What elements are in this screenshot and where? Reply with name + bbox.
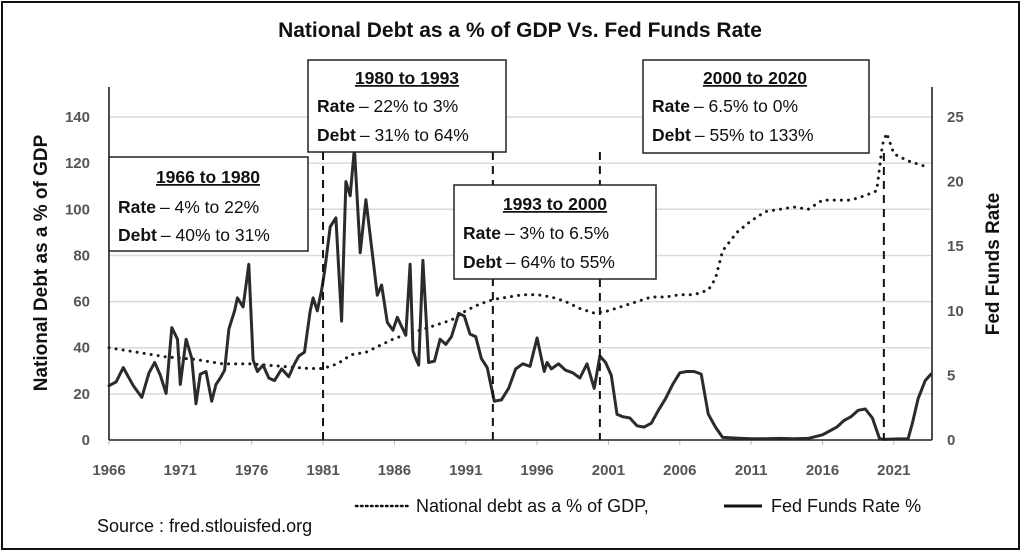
x-tick-label: 1996 <box>520 462 553 479</box>
y2-tick-label: 20 <box>947 174 964 191</box>
rate-text: – 4% to 22% <box>160 197 259 217</box>
series-line-fed-funds-rate <box>107 146 933 441</box>
legend-label-debt: National debt as a % of GDP, <box>416 496 649 516</box>
y-axis-ticks: 0 20 40 60 80 100 120 140 <box>65 109 90 449</box>
rate-text: – 3% to 6.5% <box>505 223 609 243</box>
y-tick-label: 40 <box>73 340 90 357</box>
annotation-heading: 1993 to 2000 <box>503 194 607 214</box>
y2-tick-label: 0 <box>947 432 955 449</box>
annotation-heading: 2000 to 2020 <box>703 68 807 88</box>
x-tick-label: 1986 <box>378 462 411 479</box>
rate-text: – 6.5% to 0% <box>694 96 798 116</box>
debt-label: Debt <box>652 125 691 145</box>
y-tick-label: 120 <box>65 155 90 172</box>
svg-text:Debt– 64% to 55%: Debt – 64% to 55% <box>463 252 615 272</box>
source-note: Source : fred.stlouisfed.org <box>97 516 312 536</box>
annotation-heading: 1980 to 1993 <box>355 68 459 88</box>
legend: National debt as a % of GDP, Fed Funds R… <box>354 496 921 516</box>
debt-label: Debt <box>317 125 356 145</box>
x-tick-label: 1991 <box>449 462 482 479</box>
rate-label: Rate <box>317 96 355 116</box>
x-tick-label: 1981 <box>306 462 339 479</box>
rate-label: Rate <box>463 223 501 243</box>
debt-text: – 64% to 55% <box>506 252 615 272</box>
x-tick-label: 1971 <box>164 462 197 479</box>
series-layer <box>107 131 933 441</box>
x-tick-label: 2006 <box>663 462 696 479</box>
annotation-1993-2000: 1993 to 2000 Rate – 3% to 6.5% Debt – 64% … <box>453 184 657 280</box>
x-tick-label: 2001 <box>592 462 625 479</box>
x-tick-label: 2021 <box>877 462 910 479</box>
svg-text:Rate– 6.5% to 0%: Rate – 6.5% to 0% <box>652 96 798 116</box>
legend-label-rate: Fed Funds Rate % <box>771 496 921 516</box>
y-tick-label: 60 <box>73 294 90 311</box>
y-tick-label: 80 <box>73 247 90 264</box>
annotation-1980-1993: 1980 to 1993 Rate – 22% to 3% Debt – 31% t… <box>307 59 507 153</box>
y-tick-label: 100 <box>65 201 90 218</box>
rate-label: Rate <box>652 96 690 116</box>
x-tick-label: 1976 <box>235 462 268 479</box>
svg-text:Rate– 3% to 6.5%: Rate – 3% to 6.5% <box>463 223 609 243</box>
annotation-heading: 1966 to 1980 <box>156 167 260 187</box>
svg-text:Rate– 4% to 22%: Rate – 4% to 22% <box>118 197 259 217</box>
svg-text:Debt– 31% to 64%: Debt – 31% to 64% <box>317 125 469 145</box>
rate-label: Rate <box>118 197 156 217</box>
debt-label: Debt <box>463 252 502 272</box>
annotation-1966-1980: 1966 to 1980 Rate – 4% to 22% Debt – 40% t… <box>108 156 309 252</box>
x-axis-ticks: 1966 1971 1976 1981 1986 1991 1996 2001 2006 2011… <box>92 440 911 479</box>
annotation-2000-2020: 2000 to 2020 Rate – 6.5% to 0% Debt – 55% … <box>642 59 870 154</box>
rate-text: – 22% to 3% <box>359 96 458 116</box>
y-tick-label: 20 <box>73 386 90 403</box>
svg-text:Debt– 40% to 31%: Debt – 40% to 31% <box>118 225 270 245</box>
debt-label: Debt <box>118 225 157 245</box>
y2-tick-label: 15 <box>947 238 964 255</box>
svg-text:Debt– 55% to 133%: Debt – 55% to 133% <box>652 125 814 145</box>
debt-text: – 40% to 31% <box>161 225 270 245</box>
y2-tick-label: 10 <box>947 303 964 320</box>
debt-text: – 55% to 133% <box>695 125 814 145</box>
series-line-national-debt <box>107 131 931 370</box>
x-tick-label: 1966 <box>92 462 125 479</box>
y-tick-label: 0 <box>82 432 90 449</box>
y2-tick-label: 25 <box>947 109 964 126</box>
debt-text: – 31% to 64% <box>360 125 469 145</box>
y2-tick-label: 5 <box>947 367 955 384</box>
y-tick-label: 140 <box>65 109 90 126</box>
svg-text:Rate– 22% to 3%: Rate – 22% to 3% <box>317 96 458 116</box>
y2-axis-label: Fed Funds Rate <box>983 193 1004 336</box>
x-tick-label: 2011 <box>735 462 768 479</box>
y-axis-label: National Debt as a % of GDP <box>31 134 52 391</box>
chart-title: National Debt as a % of GDP Vs. Fed Fund… <box>278 19 762 42</box>
x-tick-label: 2016 <box>806 462 839 479</box>
y2-axis-ticks: 0 5 10 15 20 25 <box>947 109 964 449</box>
